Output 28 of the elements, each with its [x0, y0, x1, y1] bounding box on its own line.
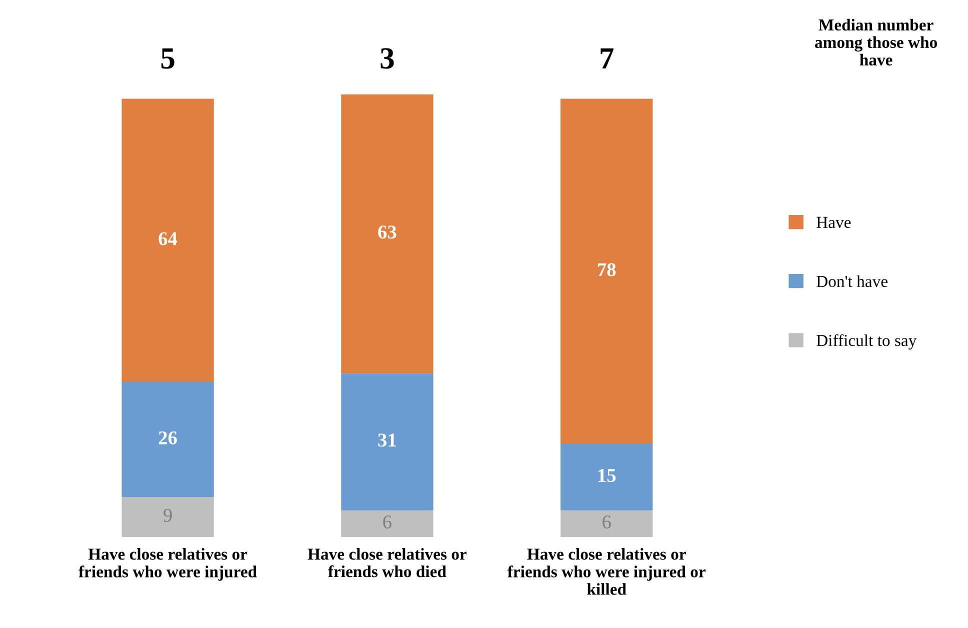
bar [560, 510, 653, 537]
legend-label: Don't have [816, 275, 888, 288]
bar [122, 98, 214, 382]
bar [122, 382, 214, 498]
data-label: 6 [602, 515, 611, 529]
bar [341, 510, 434, 537]
data-label: 15 [598, 469, 616, 482]
x-tick-label: Have close relatives or friends who were injured [78, 548, 257, 581]
bar [341, 373, 434, 510]
text: 5 [161, 48, 174, 69]
legend-label: Have [816, 216, 851, 228]
data-label: 64 [158, 232, 178, 246]
data-label: 9 [164, 508, 172, 522]
data-label: 6 [383, 515, 392, 529]
data-label: 63 [378, 226, 396, 239]
legend-label: Difficult to say [816, 334, 917, 350]
bar [122, 497, 214, 537]
text: 3 [380, 48, 394, 69]
data-label: 78 [598, 263, 616, 276]
bar [560, 444, 653, 510]
x-tick-label: Have close relatives or friends who died [308, 548, 467, 578]
data-label: 26 [158, 431, 177, 444]
text: Median number among those who have [814, 18, 937, 66]
bar [560, 98, 653, 444]
x-tick-label: Have close relatives or friends who were injured or killed [508, 548, 706, 595]
text: 7 [600, 48, 614, 68]
data-label: 31 [378, 434, 396, 447]
bar [341, 94, 434, 374]
